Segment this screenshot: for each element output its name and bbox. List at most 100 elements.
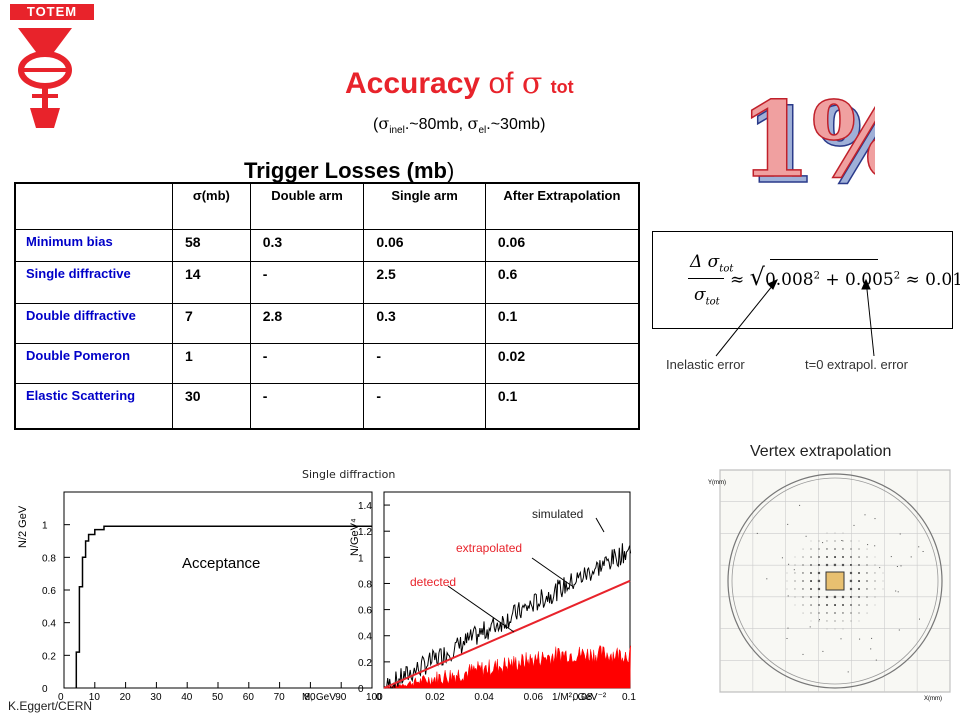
distribution-xtick-label: 0 (376, 692, 382, 702)
table-title-paren: ) (446, 158, 455, 183)
vertex-dot (897, 591, 899, 593)
vertex-dot (802, 564, 804, 566)
vertex-dot (818, 548, 820, 550)
vertex-dot (850, 556, 852, 558)
acceptance-ylabel: N/2 GeV (17, 505, 29, 548)
cell: 2.8 (249, 302, 365, 344)
plots-header: Single diffraction (302, 468, 395, 481)
vertex-yaxis-label: Y(mm) (708, 480, 726, 486)
vertex-dot (867, 544, 869, 546)
vertex-dot (858, 556, 860, 558)
acceptance-frame (63, 491, 373, 689)
acceptance-xtick-label: 70 (274, 692, 286, 702)
vertex-dot (842, 604, 844, 606)
acceptance-ytick-label: 0.8 (42, 553, 56, 564)
distribution-xtick-label: 0.02 (425, 692, 445, 702)
vertex-dot (882, 572, 884, 574)
sqrt-bar (770, 259, 878, 260)
acceptance-xtick-label: 60 (243, 692, 255, 702)
vertex-dot (756, 532, 758, 534)
vertex-dot (866, 564, 868, 566)
vertex-dot (826, 556, 828, 558)
vertex-dot (850, 564, 852, 566)
vertex-dot (818, 596, 820, 598)
cell: 0.3 (363, 302, 486, 344)
formula-approx1: ≈ (730, 270, 745, 290)
vertex-dot (874, 604, 876, 606)
distribution-xtick-label: 0.06 (524, 692, 544, 702)
vertex-dot (826, 604, 828, 606)
distribution-ytick-label: 0.2 (358, 658, 372, 669)
vertex-dot (810, 540, 812, 542)
vertex-dot (826, 620, 828, 622)
cell: 7 (171, 302, 251, 344)
acceptance-xtick-label: 10 (89, 692, 101, 702)
vertex-dot (874, 564, 876, 566)
cell: - (363, 342, 486, 384)
acceptance-xtick-label: 80 (304, 692, 316, 702)
totem-logo (18, 28, 72, 128)
distribution-ylabel: N/GeV⁴ (349, 518, 361, 556)
vertex-dot (858, 612, 860, 614)
vertex-dot (850, 596, 852, 598)
vertex-dot (866, 612, 868, 614)
vertex-dot (818, 556, 820, 558)
formula-expression: ≈ √0.0082 + 0.0052 ≈ 0.01 (730, 263, 960, 291)
row-label: Single diffractive (14, 260, 173, 304)
vertex-dot (874, 580, 876, 582)
distribution-xtick-label: 0.1 (622, 692, 636, 702)
vertex-dot (794, 604, 796, 606)
cell: 30 (171, 382, 251, 430)
vertex-dot (822, 650, 824, 652)
acceptance-xtick-label: 90 (335, 692, 347, 702)
vertex-dot (833, 595, 837, 599)
vertex-dot (810, 580, 812, 582)
acceptance-xtick-label: 40 (181, 692, 193, 702)
vertex-dot (817, 571, 821, 575)
vertex-title: Vertex extrapolation (750, 443, 892, 460)
vertex-dot (850, 604, 852, 606)
vertex-dot (875, 659, 877, 661)
vertex-xaxis-label: X(mm) (924, 696, 942, 702)
extrapolated-arrow (531, 557, 573, 587)
acceptance-curve (75, 525, 372, 688)
vertex-dot (882, 580, 884, 582)
extrapolated-label: extrapolated (456, 541, 522, 555)
formula-numerator-sub: tot (719, 263, 734, 275)
vertex-dot (833, 563, 837, 567)
vertex-dot (802, 572, 804, 574)
vertex-dot (841, 563, 845, 567)
formula-denominator: σtot (694, 285, 720, 307)
big-percent-text: 1% (739, 78, 875, 190)
vertex-dot (781, 557, 783, 559)
cell: 0.06 (363, 228, 486, 262)
vertex-dot (842, 548, 844, 550)
single-diffraction-figure: Single diffraction 00.20.40.60.81 0 10 20 3… (17, 468, 636, 702)
distribution-ytick-label: 0.8 (358, 579, 372, 590)
acceptance-xticks: 0 10 20 30 40 50 60 70 80 90 100 (58, 682, 383, 702)
cell: 0.1 (484, 302, 640, 344)
vertex-dot (826, 612, 828, 614)
distribution-ytick-label: 0.4 (358, 632, 372, 643)
vertex-dot (810, 588, 812, 590)
vertex-dot (858, 548, 860, 550)
vertex-dot (859, 638, 861, 640)
cell: 1 (171, 342, 251, 384)
vertex-dot (802, 548, 804, 550)
vertex-dot (805, 535, 807, 537)
vertex-dot (826, 540, 828, 542)
vertex-dot (866, 604, 868, 606)
distribution-xtick-label: 0.04 (474, 692, 494, 702)
vertex-dot (874, 518, 876, 520)
vertex-dot (818, 620, 820, 622)
vertex-dot (858, 596, 860, 598)
acceptance-xtick-label: 20 (120, 692, 132, 702)
vertex-dot (841, 595, 845, 599)
extrapol-error-label: t=0 extrapol. error (805, 357, 908, 372)
vertex-dot (834, 548, 836, 550)
cell: 0.3 (249, 228, 365, 262)
distribution-ytick-label: 1.4 (358, 501, 372, 512)
cell: 0.02 (484, 342, 640, 384)
subtitle-end: .~30mb) (486, 116, 546, 133)
vertex-dot (834, 556, 836, 558)
